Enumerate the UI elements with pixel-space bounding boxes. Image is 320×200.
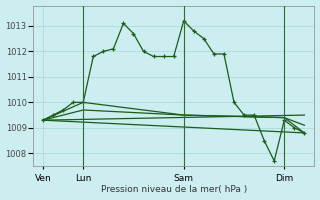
X-axis label: Pression niveau de la mer( hPa ): Pression niveau de la mer( hPa ) — [100, 185, 247, 194]
